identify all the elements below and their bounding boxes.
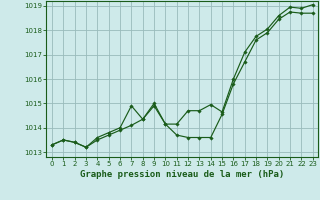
X-axis label: Graphe pression niveau de la mer (hPa): Graphe pression niveau de la mer (hPa) <box>80 170 284 179</box>
